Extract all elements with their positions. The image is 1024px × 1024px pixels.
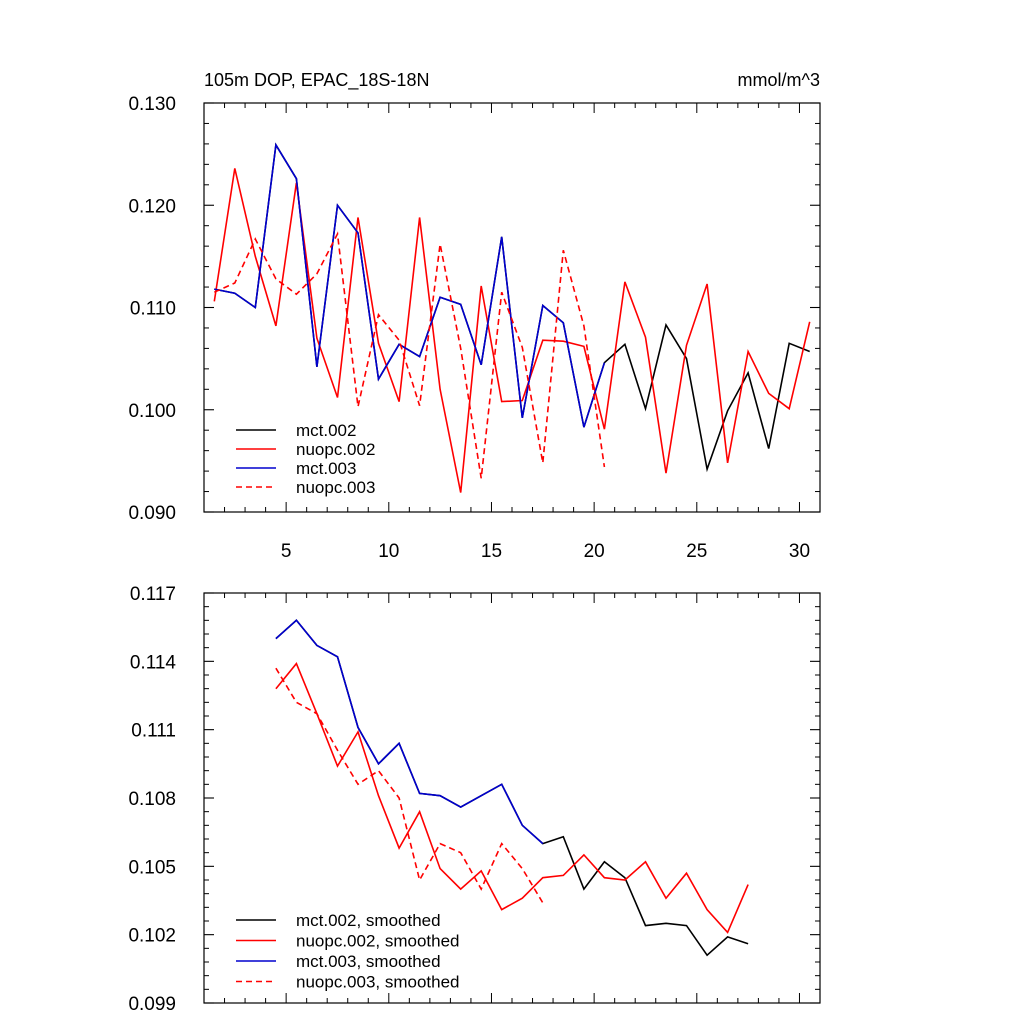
y-tick-label: 0.099 (128, 994, 176, 1015)
legend-label: mct.002 (296, 421, 356, 440)
y-tick-label: 0.120 (128, 196, 176, 217)
x-tick-label: 25 (686, 541, 707, 562)
series-line-nuopc-003 (213, 231, 606, 479)
legend-label: mct.003 (296, 459, 356, 478)
series-line-nuopc-002 (213, 168, 811, 493)
legend-label: nuopc.002, smoothed (296, 932, 460, 951)
x-tick-label: 15 (481, 541, 502, 562)
bottom-panel: 0.099 0.102 0.105 0.108 0.111 0.114 0.117 mct.0… (128, 584, 821, 1015)
legend-label: nuopc.002 (296, 440, 375, 459)
x-tick-label: 5 (281, 541, 292, 562)
legend-label: nuopc.003 (296, 478, 375, 497)
y-tick-label: 0.114 (130, 652, 177, 673)
y-tick-label: 0.130 (128, 94, 176, 115)
x-tick-label: 10 (378, 541, 399, 562)
y-tick-label: 0.110 (130, 299, 176, 320)
series-line-nuopc-002-smoothed (275, 662, 749, 934)
series-line-nuopc-003-smoothed (275, 667, 544, 904)
series-line-mct-003 (214, 142, 606, 428)
y-tick-label: 0.102 (128, 926, 176, 947)
x-tick-label: 30 (789, 541, 810, 562)
x-tick-label: 20 (584, 541, 605, 562)
units-label: mmol/m^3 (738, 70, 820, 90)
chart-title: 105m DOP, EPAC_18S-18N (204, 70, 429, 91)
series-line-mct-003-smoothed (275, 619, 544, 845)
y-tick-label: 0.100 (128, 401, 176, 422)
top-panel: 105m DOP, EPAC_18S-18N mmol/m^3 0.090 0.1… (128, 70, 821, 562)
legend-label: mct.002, smoothed (296, 911, 441, 930)
y-tick-label: 0.117 (130, 584, 176, 605)
y-tick-label: 0.108 (128, 789, 176, 810)
y-tick-label: 0.111 (131, 721, 176, 742)
legend-label: nuopc.003, smoothed (296, 973, 460, 992)
series-line-mct-002-smoothed (275, 619, 749, 957)
legend-label: mct.003, smoothed (296, 952, 441, 971)
y-tick-label: 0.105 (128, 857, 176, 878)
y-tick-label: 0.090 (128, 503, 176, 524)
